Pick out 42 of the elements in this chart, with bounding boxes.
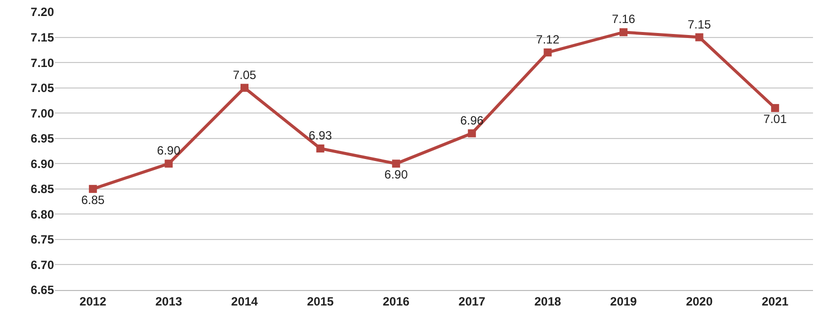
x-tick-label: 2021 [762,294,789,308]
point [771,104,780,112]
y-tick-label: 6.80 [30,207,54,222]
data-label: 6.90 [384,168,408,182]
x-tick-label: 2016 [382,294,410,308]
y-tick-label: 7.15 [30,30,54,44]
y-tick-label: 7.00 [30,106,54,120]
point [392,160,400,168]
y-tick-label: 6.65 [30,283,54,298]
data-label: 6.85 [81,192,105,207]
point [240,84,248,92]
y-tick-label: 6.85 [30,182,54,196]
data-label: 7.01 [763,112,788,126]
point [695,33,704,42]
x-tick-label: 2015 [306,294,334,308]
data-label: 7.16 [612,12,636,26]
point [88,184,97,193]
point [544,48,552,56]
y-tick-label: 6.90 [30,156,54,171]
data-label: 7.15 [688,17,712,32]
point [620,28,628,36]
data-label: 6.90 [157,144,181,158]
x-tick-label: 2019 [610,294,638,308]
x-tick-label: 2013 [155,294,182,308]
point [164,160,173,168]
y-tick-label: 7.20 [30,5,54,20]
y-tick-label: 6.95 [30,132,54,146]
x-tick-label: 2018 [534,294,562,308]
y-tick-label: 6.70 [30,258,54,272]
x-tick-label: 2012 [80,294,107,308]
x-tick-label: 2020 [686,294,713,308]
x-tick-label: 2014 [231,294,258,308]
data-label: 7.05 [232,68,256,82]
point [316,144,324,152]
y-tick-label: 7.05 [30,81,54,96]
y-tick-label: 7.10 [30,56,54,70]
x-tick-label: 2017 [458,294,486,308]
data-label: 6.93 [308,128,332,142]
y-tick-label: 6.75 [30,232,54,247]
data-label: 6.96 [460,113,484,128]
data-label: 7.12 [536,32,560,46]
point [468,129,476,138]
